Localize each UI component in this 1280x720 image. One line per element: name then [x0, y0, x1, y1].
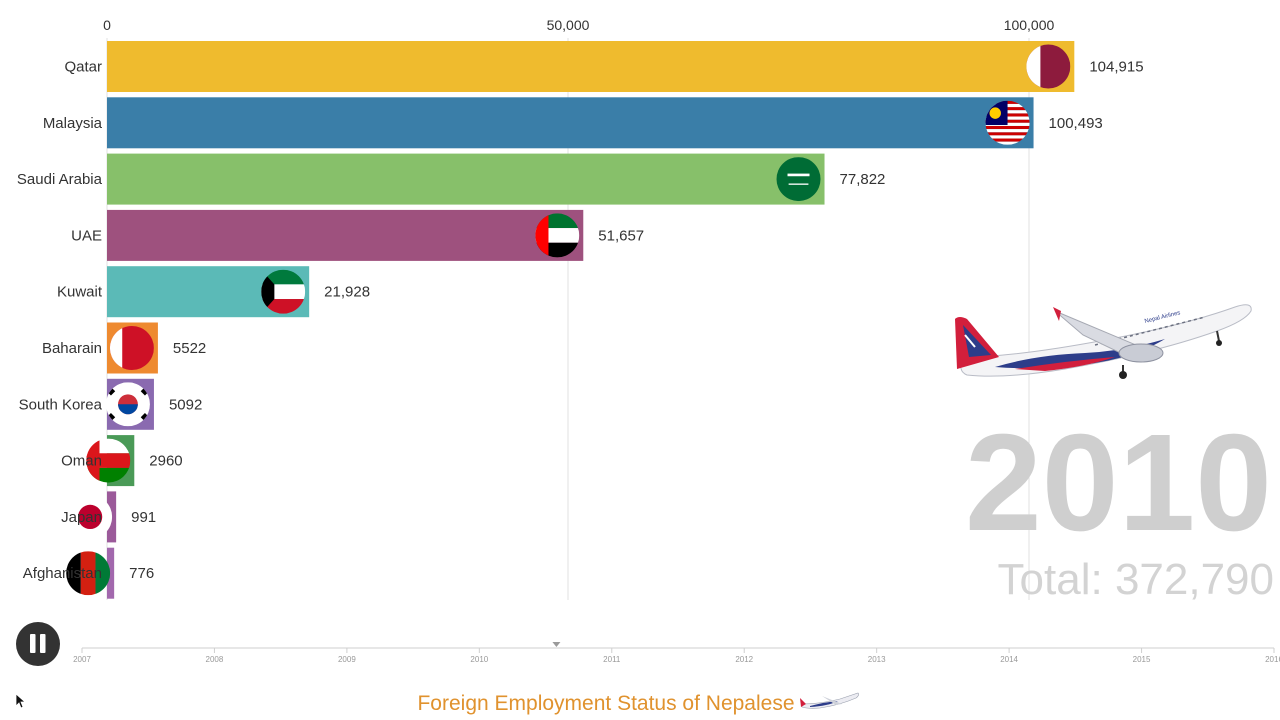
value-label: 104,915: [1089, 59, 1143, 76]
timeline-year-label: 2013: [868, 655, 886, 664]
timeline-slider[interactable]: 2007 2008 2009 2010 2011 2012 2013 2014 2015 2016: [73, 642, 1280, 664]
timeline-handle[interactable]: [552, 642, 561, 647]
category-label: South Korea: [19, 396, 103, 413]
bar-row: Saudi Arabia 77,822: [17, 153, 886, 205]
timeline-year-label: 2007: [73, 655, 91, 664]
x-tick-label: 0: [103, 17, 111, 33]
bar-row: South Korea 5092: [19, 378, 202, 430]
bar: [107, 97, 1034, 149]
timeline-year-label: 2008: [206, 655, 224, 664]
bar: [107, 547, 115, 599]
current-year-display: 2010: [965, 406, 1272, 560]
airline-name: Nepal Airlines: [1144, 310, 1181, 325]
category-label: Baharain: [42, 340, 102, 357]
bar: [107, 153, 825, 205]
x-tick-label: 50,000: [547, 17, 590, 33]
uae-flag-icon: [535, 213, 580, 258]
bar-row: UAE 51,657: [71, 209, 644, 261]
bar-row: Afghanistan 776: [23, 547, 154, 599]
bar: [107, 209, 584, 261]
value-label: 51,657: [598, 227, 644, 244]
timeline-year-label: 2016: [1265, 655, 1280, 664]
value-label: 77,822: [840, 171, 886, 188]
category-label: Qatar: [64, 59, 102, 76]
category-label: Kuwait: [57, 284, 103, 301]
pause-icon: [30, 634, 46, 653]
x-tick-label: 100,000: [1004, 17, 1055, 33]
value-label: 5522: [173, 340, 206, 357]
saudi-arabia-flag-icon: [776, 157, 821, 202]
japan-flag-icon: [68, 494, 113, 539]
small-airplane-icon: [800, 692, 859, 709]
value-label: 100,493: [1049, 115, 1103, 132]
category-label: Malaysia: [43, 115, 103, 132]
bar-row: Kuwait 21,928: [57, 266, 370, 318]
bar-row: Oman 2960: [61, 435, 183, 487]
timeline-year-label: 2009: [338, 655, 356, 664]
value-label: 5092: [169, 396, 202, 413]
category-label: Afghanistan: [23, 565, 102, 582]
mouse-cursor-icon: [15, 693, 27, 709]
timeline-year-label: 2015: [1133, 655, 1151, 664]
bar-row: Malaysia 100,493: [43, 97, 1103, 149]
timeline-year-label: 2010: [470, 655, 488, 664]
timeline-year-label: 2014: [1000, 655, 1018, 664]
footer-title: Foreign Employment Status of Nepalese: [417, 692, 794, 715]
category-label: UAE: [71, 227, 102, 244]
bahrain-flag-icon: [109, 326, 154, 370]
bars: Qatar 104,915 Malaysia 100,493 Saudi Arabia 7…: [17, 41, 1144, 599]
bar-row: Baharain 5522: [42, 322, 206, 374]
bar-row: Japan 991: [61, 491, 156, 543]
kuwait-flag-icon: [261, 269, 306, 314]
category-label: Oman: [61, 453, 102, 470]
pause-button[interactable]: [16, 622, 60, 666]
total-display: Total: 372,790: [998, 555, 1274, 604]
south-korea-flag-icon: [105, 382, 150, 427]
oman-flag-icon: [86, 438, 131, 483]
bar-row: Qatar 104,915: [64, 41, 1144, 92]
value-label: 21,928: [324, 284, 370, 301]
bar: [107, 41, 1075, 92]
category-label: Japan: [61, 509, 102, 526]
malaysia-flag-icon: [985, 100, 1030, 145]
afghanistan-flag-icon: [66, 551, 111, 596]
qatar-flag-icon: [1026, 44, 1071, 89]
value-label: 776: [129, 565, 154, 582]
x-axis: 0 50,000 100,000: [103, 17, 1054, 33]
airplane-icon: Nepal Airlines: [955, 304, 1252, 379]
value-label: 991: [131, 509, 156, 526]
timeline-year-label: 2011: [603, 655, 621, 664]
timeline-year-label: 2012: [735, 655, 753, 664]
category-label: Saudi Arabia: [17, 171, 103, 188]
value-label: 2960: [149, 453, 182, 470]
